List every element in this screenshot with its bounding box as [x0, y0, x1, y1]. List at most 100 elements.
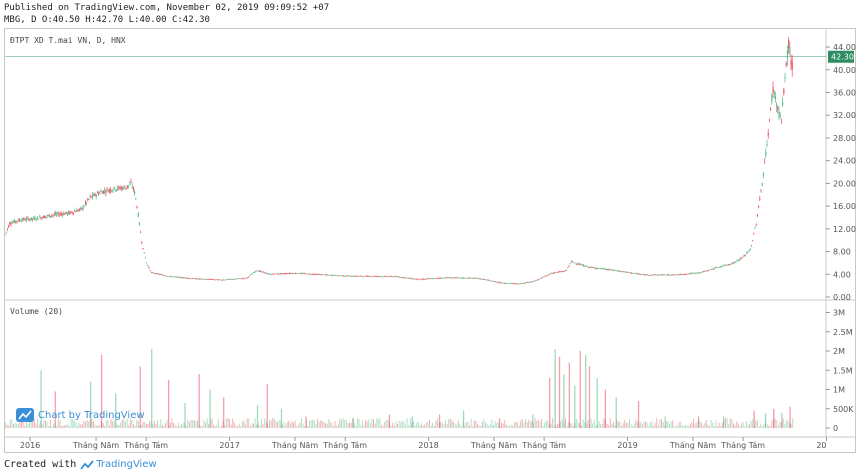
volume-bar	[627, 422, 629, 428]
price-candle	[137, 211, 139, 218]
price-candle	[246, 277, 248, 278]
volume-bar	[593, 419, 595, 428]
price-candle	[484, 279, 486, 281]
price-candle	[286, 272, 288, 275]
time-tick-label: 2019	[617, 441, 637, 450]
price-candle	[46, 214, 48, 219]
price-candle	[18, 218, 20, 223]
price-candle	[233, 279, 235, 280]
footer-brand-label: TradingView	[96, 459, 157, 470]
price-candle	[177, 276, 179, 278]
volume-bar	[691, 422, 693, 428]
volume-bar	[304, 426, 306, 428]
price-tick-label: 36.00	[833, 89, 856, 98]
volume-bar	[528, 419, 530, 428]
price-candle	[132, 186, 134, 193]
price-candle	[648, 275, 650, 276]
volume-bar	[227, 418, 229, 428]
volume-bar	[65, 424, 67, 428]
price-candle	[27, 216, 29, 220]
volume-bar	[125, 421, 126, 428]
price-candle	[605, 268, 607, 270]
volume-bar	[529, 421, 531, 428]
volume-spike	[168, 379, 170, 428]
price-candle	[195, 277, 197, 280]
volume-bar	[326, 423, 328, 428]
price-candle	[190, 278, 192, 280]
price-candle	[111, 190, 113, 193]
price-candle	[178, 276, 180, 279]
volume-bar	[86, 419, 88, 428]
price-candle	[263, 272, 265, 274]
volume-spike	[554, 349, 556, 428]
volume-bar	[315, 424, 317, 428]
volume-bar	[721, 422, 723, 428]
volume-spike	[637, 401, 640, 428]
volume-bar	[669, 423, 670, 428]
price-candle	[729, 264, 731, 265]
price-candle	[144, 256, 146, 259]
price-candle	[645, 274, 647, 276]
price-candle	[332, 274, 334, 277]
price-candle	[153, 272, 155, 274]
price-candle	[562, 270, 564, 273]
volume-bar	[501, 422, 502, 428]
chart-by-tradingview[interactable]: Chart by TradingView	[16, 408, 145, 422]
price-candle	[492, 280, 494, 282]
price-candle	[672, 274, 674, 276]
price-candle	[249, 275, 251, 277]
volume-bar	[131, 419, 133, 428]
price-candle	[28, 218, 30, 222]
volume-bar	[107, 419, 109, 428]
price-candle	[92, 192, 94, 200]
price-candle	[618, 270, 620, 272]
volume-bar	[763, 424, 765, 428]
price-candle	[74, 208, 76, 212]
volume-bar	[494, 421, 496, 428]
price-candle	[587, 266, 589, 269]
price-candle	[651, 274, 653, 276]
volume-bar	[243, 420, 245, 428]
volume-bar	[542, 425, 544, 428]
price-candle	[545, 275, 547, 277]
price-candle	[208, 278, 210, 280]
price-candle	[786, 45, 788, 66]
price-candle	[136, 205, 138, 209]
volume-bar	[515, 421, 517, 428]
volume-bar	[643, 421, 645, 428]
volume-bar	[537, 420, 539, 428]
price-candle	[32, 218, 34, 222]
price-candle	[497, 281, 499, 284]
volume-bar	[321, 421, 323, 428]
volume-spike	[151, 349, 153, 428]
price-tick-label: 28.00	[833, 134, 856, 143]
price-candle	[40, 216, 42, 221]
price-candle	[621, 271, 623, 273]
price-candle	[17, 218, 19, 222]
price-candle	[54, 210, 56, 216]
price-candle	[152, 272, 154, 274]
volume-bar	[408, 425, 410, 428]
volume-bar	[641, 424, 643, 428]
price-candle	[684, 274, 686, 276]
price-candle	[400, 277, 402, 279]
volume-bar	[259, 425, 261, 428]
price-candle	[134, 189, 136, 197]
volume-bar	[225, 418, 227, 428]
volume-bar	[373, 418, 374, 428]
price-candle	[789, 41, 791, 56]
price-candle	[200, 278, 202, 280]
volume-bar	[766, 424, 768, 428]
volume-bar	[681, 425, 683, 428]
time-tick-label: Tháng Tám	[123, 441, 168, 450]
price-candle	[662, 274, 664, 276]
volume-bar	[278, 420, 280, 428]
volume-bar	[62, 425, 64, 428]
volume-bar	[312, 419, 314, 428]
price-candle	[95, 193, 97, 200]
price-candle	[675, 274, 677, 276]
volume-bar	[59, 420, 61, 428]
footer-brand[interactable]: TradingView	[80, 459, 157, 470]
price-candle	[464, 277, 466, 279]
volume-bar	[219, 426, 221, 428]
